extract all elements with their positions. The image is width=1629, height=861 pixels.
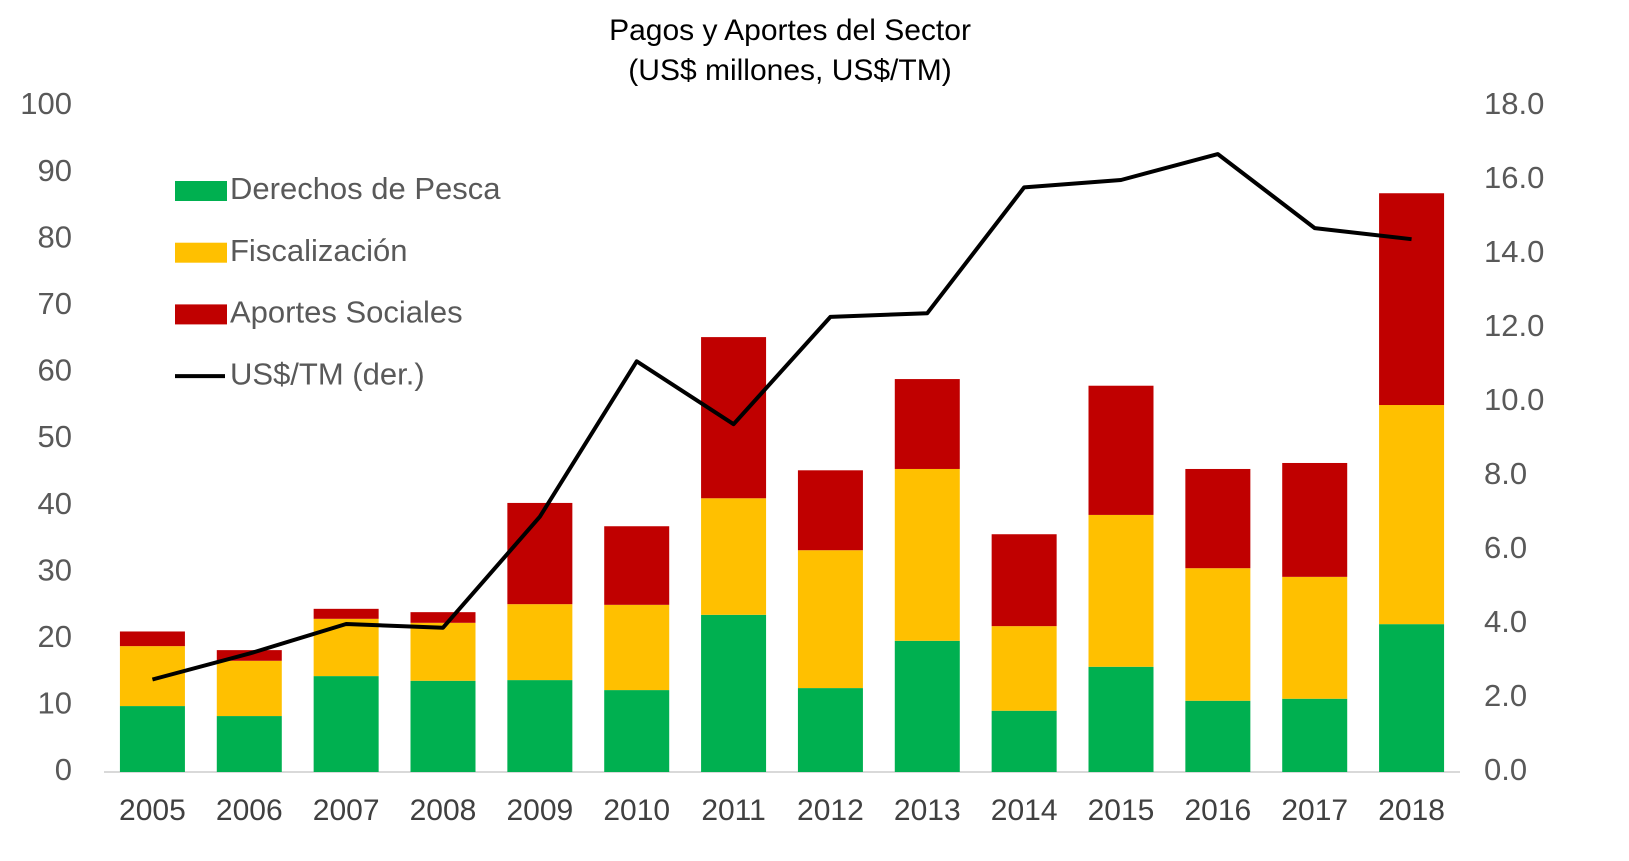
y-tick-label: 50 — [38, 419, 72, 454]
bar-segment — [1379, 405, 1445, 625]
y-tick-label: 30 — [38, 552, 72, 587]
bar-segment — [1379, 624, 1445, 772]
y-tick-label: 40 — [38, 486, 72, 521]
y-tick-label: 80 — [38, 219, 72, 254]
bar-segment — [119, 706, 185, 772]
bar-segment — [797, 470, 863, 551]
bar-segment — [1185, 700, 1251, 772]
bar-segment — [991, 534, 1057, 627]
x-tick-label: 2012 — [797, 794, 864, 827]
y2-tick-label: 0.0 — [1484, 752, 1527, 787]
y2-tick-label: 2.0 — [1484, 678, 1527, 713]
bar-segment — [1282, 462, 1348, 577]
bar-segment — [1185, 568, 1251, 701]
x-tick-label: 2006 — [216, 794, 283, 827]
y-tick-label: 70 — [38, 286, 72, 321]
bar-segment — [701, 614, 767, 772]
bar-segment — [119, 631, 185, 647]
bar-segment — [604, 690, 670, 772]
bar-segment — [507, 680, 573, 772]
y2-tick-label: 12.0 — [1484, 308, 1544, 343]
legend-label: US$/TM (der.) — [230, 356, 425, 391]
y2-tick-label: 16.0 — [1484, 160, 1544, 195]
bar-segment — [701, 337, 767, 499]
bar-segment — [410, 612, 476, 623]
bar-segment — [410, 680, 476, 772]
bar-segment — [797, 550, 863, 689]
x-tick-label: 2018 — [1378, 794, 1445, 827]
bar-segment — [119, 646, 185, 707]
y2-tick-label: 4.0 — [1484, 604, 1527, 639]
bar-segment — [797, 688, 863, 772]
bar-segment — [1185, 468, 1251, 569]
x-tick-label: 2017 — [1281, 794, 1348, 827]
legend-swatch — [175, 181, 227, 201]
y2-tick-label: 18.0 — [1484, 86, 1544, 121]
legend-swatch — [175, 304, 227, 325]
bar-segment — [701, 498, 767, 615]
x-tick-label: 2014 — [991, 794, 1058, 827]
chart-subtitle: (US$ millones, US$/TM) — [628, 54, 951, 87]
bar-segment — [894, 640, 960, 772]
bar-segment — [991, 626, 1057, 711]
y2-tick-label: 6.0 — [1484, 530, 1527, 565]
legend-label: Derechos de Pesca — [230, 171, 501, 206]
bar-segment — [991, 710, 1057, 772]
bar-segment — [313, 618, 379, 677]
x-tick-label: 2009 — [506, 794, 573, 827]
bar-segment — [1379, 193, 1445, 406]
y-tick-label: 0 — [55, 752, 72, 787]
x-tick-label: 2015 — [1088, 794, 1155, 827]
bar-segment — [507, 604, 573, 681]
x-tick-label: 2010 — [603, 794, 670, 827]
bar-segment — [1088, 666, 1154, 772]
bar-segment — [1282, 698, 1348, 772]
legend-swatch — [175, 242, 227, 263]
bar-segment — [410, 622, 476, 681]
bar-segment — [1282, 576, 1348, 699]
x-tick-label: 2008 — [410, 794, 477, 827]
x-tick-label: 2016 — [1184, 794, 1251, 827]
bar-segment — [507, 502, 573, 605]
bar-segment — [1088, 385, 1154, 515]
x-tick-label: 2007 — [313, 794, 380, 827]
y-tick-label: 90 — [38, 153, 72, 188]
legend-label: Fiscalización — [230, 233, 407, 268]
chart-title: Pagos y Aportes del Sector — [609, 14, 971, 47]
bar-segment — [216, 660, 282, 717]
bar-segment — [1088, 514, 1154, 667]
y-tick-label: 100 — [20, 86, 72, 121]
x-tick-label: 2013 — [894, 794, 961, 827]
y-tick-label: 60 — [38, 353, 72, 388]
bar-segment — [216, 716, 282, 772]
line — [151, 152, 1412, 682]
bar-segment — [604, 604, 670, 691]
bar-segment — [313, 676, 379, 772]
y-tick-label: 20 — [38, 619, 72, 654]
bar-segment — [604, 526, 670, 605]
y2-tick-label: 14.0 — [1484, 234, 1544, 269]
y2-tick-label: 8.0 — [1484, 456, 1527, 491]
bar-segment — [313, 608, 379, 619]
y-tick-label: 10 — [38, 686, 72, 721]
bar-segment — [894, 468, 960, 641]
y2-tick-label: 10.0 — [1484, 382, 1544, 417]
bar-segment — [894, 379, 960, 469]
x-tick-label: 2011 — [701, 794, 766, 827]
x-tick-label: 2005 — [119, 794, 186, 827]
legend-label: Aportes Sociales — [230, 295, 463, 330]
